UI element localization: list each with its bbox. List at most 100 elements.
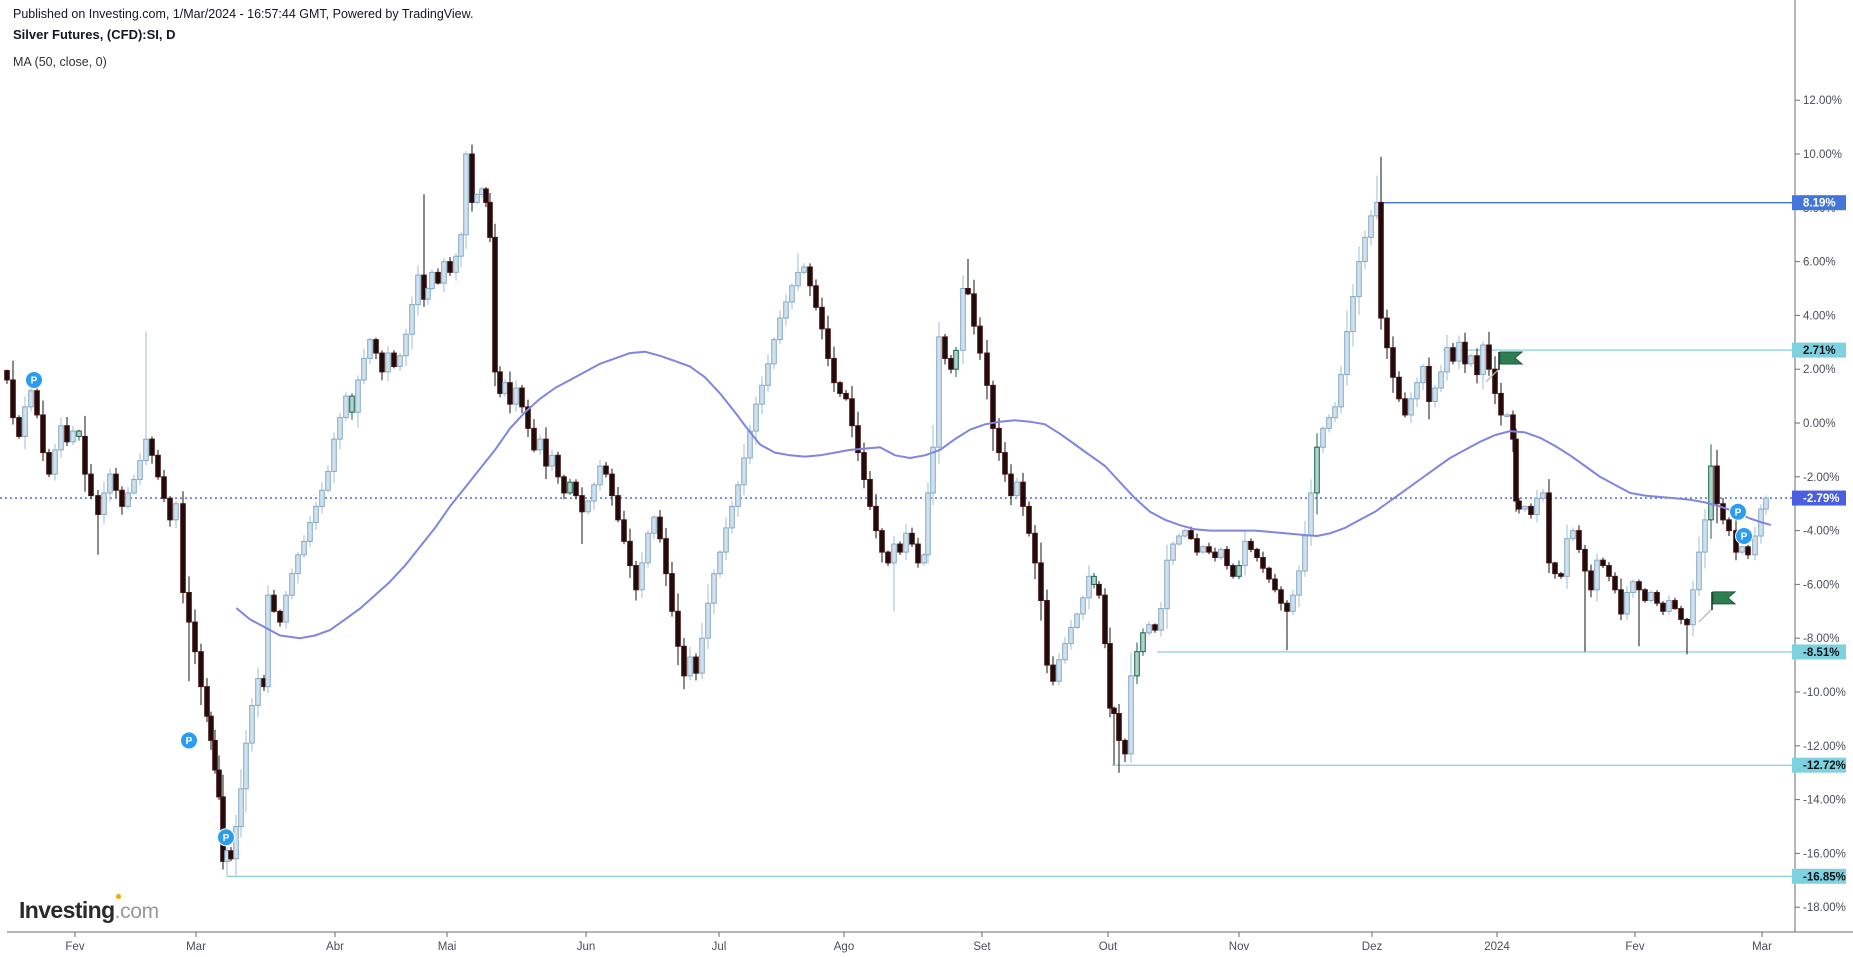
candle[interactable] [1552,562,1558,575]
candle[interactable] [579,495,585,513]
candle[interactable] [1752,535,1758,556]
candle[interactable] [161,476,167,499]
candle[interactable] [831,357,837,384]
candle[interactable] [1290,594,1296,612]
candle[interactable] [873,505,879,532]
candle[interactable] [429,271,435,289]
candle[interactable] [453,255,459,273]
candle[interactable] [76,430,82,437]
candle[interactable] [879,530,885,553]
candle[interactable] [1002,452,1008,475]
candle[interactable] [1116,713,1122,741]
candle[interactable] [687,656,693,677]
candle[interactable] [1344,331,1350,376]
candle[interactable] [525,406,531,429]
candle[interactable] [119,489,125,507]
x-tick-label[interactable]: Fev [65,941,84,953]
candle[interactable] [1426,366,1432,402]
candle[interactable] [1086,575,1092,599]
p-marker[interactable]: P [25,370,43,389]
candle[interactable] [1702,519,1708,553]
candle[interactable] [295,554,301,575]
candle[interactable] [52,449,58,475]
candle[interactable] [131,478,137,494]
candle[interactable] [1564,538,1570,577]
candle[interactable] [1450,347,1456,362]
candle[interactable] [909,532,915,545]
candle[interactable] [1408,398,1414,416]
candle[interactable] [1308,492,1314,537]
candle[interactable] [337,417,343,440]
candle[interactable] [1474,355,1480,376]
candle[interactable] [942,336,948,359]
candle[interactable] [519,387,525,408]
candle[interactable] [1338,374,1344,408]
candle[interactable] [609,473,615,497]
candle[interactable] [1378,201,1384,319]
candle[interactable] [1588,570,1594,591]
candle[interactable] [1570,530,1576,540]
candle[interactable] [1468,355,1474,365]
candle[interactable] [70,430,76,443]
candle[interactable] [249,704,255,744]
candle[interactable] [984,352,990,386]
candle[interactable] [771,339,777,365]
candle[interactable] [591,484,597,502]
candle[interactable] [1332,406,1338,419]
candle[interactable] [1266,567,1272,580]
candle[interactable] [497,371,503,394]
candle[interactable] [361,357,367,381]
candle[interactable] [487,201,493,238]
candle[interactable] [537,438,543,451]
candle[interactable] [1432,387,1438,402]
candle[interactable] [1513,438,1519,502]
candle[interactable] [113,473,119,491]
candle[interactable] [1176,535,1182,545]
candle[interactable] [425,288,431,300]
candle[interactable] [58,425,64,451]
candle[interactable] [717,551,723,575]
candle[interactable] [1224,548,1230,567]
candle[interactable] [807,266,813,287]
candle[interactable] [693,656,699,674]
candle[interactable] [1182,530,1188,537]
candle[interactable] [1696,551,1702,591]
candle[interactable] [891,543,897,564]
p-marker[interactable]: P [217,828,235,847]
candle[interactable] [996,427,1002,454]
candle[interactable] [16,417,22,437]
candle[interactable] [1540,492,1546,499]
x-tick-label[interactable]: 2024 [1484,941,1510,953]
candle[interactable] [1096,583,1102,596]
candle[interactable] [1720,503,1726,521]
candle[interactable] [385,352,391,373]
candle[interactable] [1362,236,1368,263]
candle[interactable] [301,540,307,556]
candle[interactable] [1146,624,1152,634]
candle[interactable] [1708,465,1714,521]
candle[interactable] [483,188,489,203]
candle[interactable] [1062,643,1068,661]
ma-50-line[interactable] [236,350,1771,640]
x-tick-label[interactable]: Mai [438,941,457,953]
candle[interactable] [549,454,555,467]
candle[interactable] [1026,505,1032,534]
candle[interactable] [1111,707,1117,715]
candle[interactable] [379,352,385,373]
candle[interactable] [1480,344,1486,376]
candle[interactable] [1438,371,1444,389]
candle[interactable] [1726,519,1732,532]
candle[interactable] [615,495,621,521]
candle[interactable] [137,460,143,480]
candle[interactable] [46,452,52,475]
candle[interactable] [1122,739,1128,755]
candle[interactable] [22,406,28,437]
candle[interactable] [825,328,831,359]
candle[interactable] [1230,565,1236,577]
candle[interactable] [435,271,441,284]
candle[interactable] [228,850,234,860]
candle[interactable] [1320,427,1326,448]
candle[interactable] [1164,559,1170,610]
candle[interactable] [325,470,331,491]
candle[interactable] [855,425,861,454]
